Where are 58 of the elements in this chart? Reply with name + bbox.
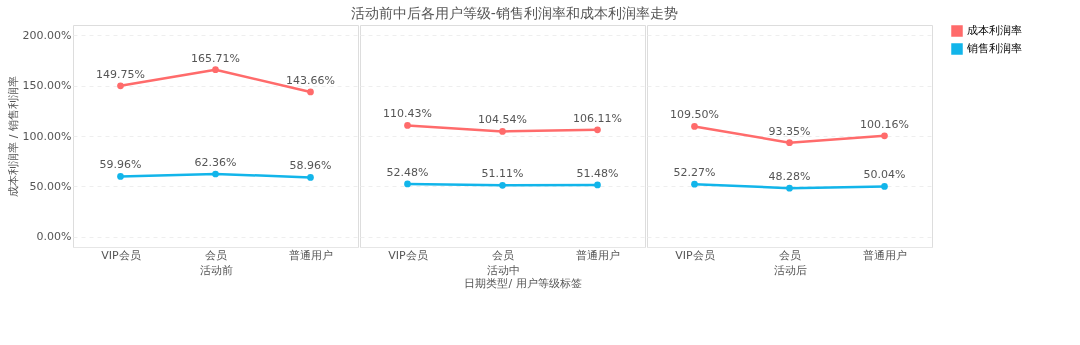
data-label: 48.28% [768,170,811,184]
point [881,183,888,190]
y-tick-label: 50.00% [29,179,72,193]
point [594,126,601,134]
data-label: 143.66% [286,73,335,87]
data-label: 62.36% [194,155,237,169]
point [499,181,506,189]
x-tick-label: 会员 [492,248,514,262]
data-label: 52.27% [673,166,716,180]
x-tick-label: VIP会员 [101,248,141,262]
data-label: 104.54% [478,113,527,127]
data-label: 59.96% [99,158,142,172]
chart-title: 活动前中后各用户等级-销售利润率和成本利润率走势 [350,4,678,21]
point [307,174,314,181]
x-tick-label: 普通用户 [289,248,333,262]
legend-label: 销售利润率 [966,42,1022,55]
x-tick-label: 会员 [205,248,227,262]
point [212,170,219,178]
point [117,173,124,180]
point [881,132,888,140]
text: 日期类型/ 用户等级标签 [464,277,582,290]
data-label: 93.35% [768,124,811,138]
y-tick-label: 150.00% [22,79,72,93]
legend-label: 成本利润率 [967,24,1022,37]
data-label: 51.11% [481,167,524,181]
x-tick-label: VIP会员 [675,248,715,262]
data-label: 110.43% [383,107,432,121]
data-label: 109.50% [670,108,719,122]
point [691,180,698,188]
data-label: 51.48% [576,166,619,180]
data-label: 149.75% [96,67,145,81]
data-label: 165.71% [191,51,240,65]
x-axis-title: 活动后 [773,263,807,277]
x-axis-title: 活动中 [486,263,520,277]
data-label: 106.11% [573,111,622,125]
data-label: 58.96% [289,159,332,173]
point [404,122,411,129]
y-tick-label: 0.00% [36,230,72,244]
x-tick-label: 会员 [779,248,801,262]
data-label: 100.16% [860,117,909,131]
x-axis-title: 活动前 [199,263,233,277]
y-tick-label: 100.00% [22,129,72,143]
y-tick-label: 200.00% [22,28,72,42]
y-axis-title: 成本利润率 / 销售利润率 [6,76,20,197]
point [117,82,124,90]
point [212,66,219,74]
point [594,181,601,189]
x-tick-label: 普通用户 [863,248,907,262]
point [691,123,698,130]
point [307,88,314,96]
data-label: 50.04% [863,168,906,182]
point [786,139,793,147]
data-label: 52.48% [386,165,429,179]
point [786,184,793,192]
x-tick-label: VIP会员 [388,248,428,262]
x-tick-label: 普通用户 [576,248,620,262]
point [499,128,506,135]
point [404,180,411,188]
